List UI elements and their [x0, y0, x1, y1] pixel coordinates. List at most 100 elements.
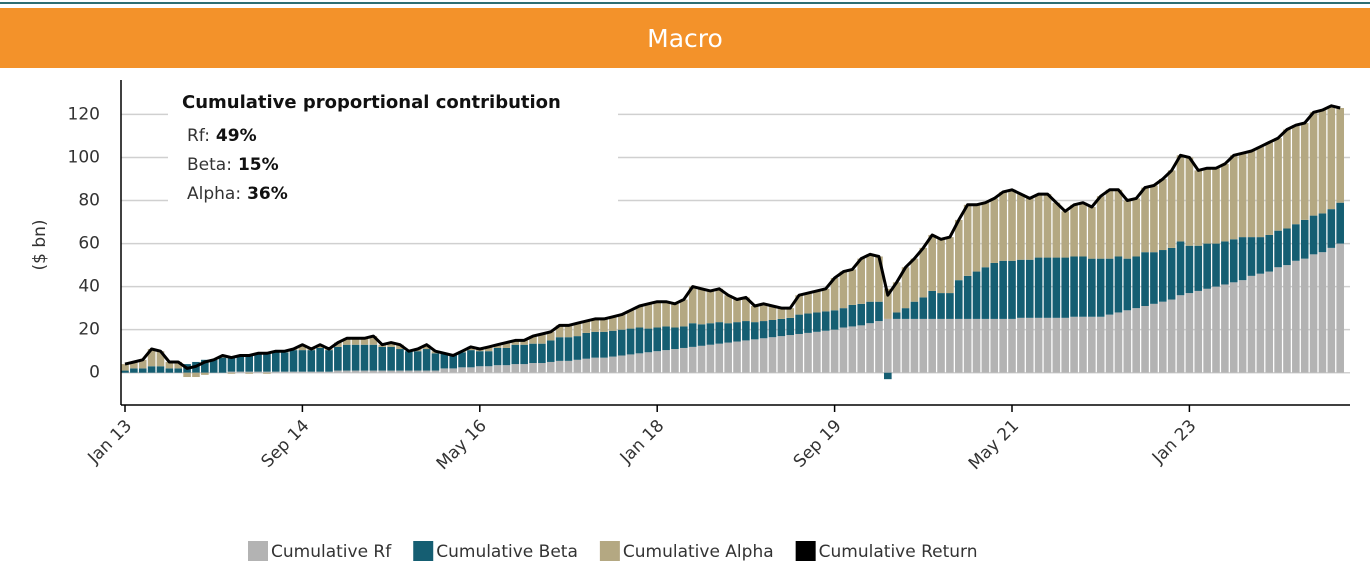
bar: [999, 191, 1007, 261]
bar: [1008, 260, 1016, 319]
bar: [325, 371, 333, 373]
bar: [467, 367, 475, 373]
bar: [813, 331, 821, 373]
bar: [1194, 170, 1203, 246]
bar: [600, 357, 608, 373]
bar: [325, 350, 333, 372]
bar: [555, 360, 564, 373]
bar: [901, 308, 910, 319]
annotation-label: Beta:: [187, 155, 232, 175]
bar: [777, 318, 786, 337]
bar: [351, 344, 360, 371]
bar: [1238, 280, 1247, 373]
bar: [378, 346, 387, 371]
bar: [280, 371, 289, 373]
bar: [839, 327, 848, 373]
bar: [954, 219, 963, 281]
bar: [671, 327, 679, 350]
bar: [493, 365, 502, 373]
bar: [999, 318, 1007, 373]
bar: [484, 351, 493, 367]
y-axis-label: ($ bn): [30, 219, 50, 270]
bar: [626, 354, 635, 373]
bar: [928, 290, 936, 319]
bar: [387, 370, 395, 373]
bar: [937, 318, 945, 373]
bar: [839, 308, 848, 328]
bar: [1309, 215, 1318, 255]
bar: [892, 318, 901, 373]
bar: [830, 310, 839, 330]
bar: [928, 318, 936, 373]
bar: [1309, 254, 1318, 373]
bar: [1034, 317, 1043, 373]
bar: [1247, 275, 1256, 373]
banner: Macro: [0, 8, 1370, 68]
bar: [857, 303, 866, 326]
bar: [245, 372, 253, 374]
bar: [626, 328, 635, 355]
bar: [334, 346, 342, 371]
bar: [786, 308, 795, 318]
bar: [342, 338, 351, 345]
bar: [334, 370, 342, 373]
bar: [307, 371, 316, 373]
bar: [378, 370, 387, 373]
bar: [502, 342, 511, 348]
bar: [999, 260, 1007, 319]
top-rule: [0, 2, 1370, 4]
bar: [671, 349, 679, 373]
bar: [236, 371, 245, 373]
y-tick-label: 60: [78, 234, 100, 254]
bar: [1017, 317, 1025, 373]
bar: [644, 328, 653, 353]
bar: [502, 347, 511, 366]
bar: [520, 344, 528, 365]
legend-swatch: [599, 541, 620, 561]
bar: [138, 359, 147, 369]
bar: [892, 282, 901, 313]
bar: [467, 350, 475, 368]
bar: [963, 204, 972, 276]
bar: [795, 295, 803, 315]
chart-title: Macro: [647, 23, 723, 53]
bar: [165, 361, 174, 369]
bar: [697, 324, 706, 346]
bar: [245, 354, 253, 372]
bar: [884, 288, 892, 319]
bar: [706, 323, 715, 345]
bar: [458, 352, 466, 368]
bar: [555, 325, 564, 338]
bar: [866, 323, 874, 373]
bar: [422, 349, 431, 371]
annotation-item: Alpha: 36%: [187, 184, 288, 204]
bar: [1114, 312, 1123, 373]
bar: [245, 371, 253, 373]
bar: [635, 353, 644, 373]
bar: [564, 337, 573, 361]
bar: [591, 318, 599, 332]
bar: [156, 351, 165, 367]
y-tick-label: 100: [68, 147, 100, 167]
bar: [334, 342, 342, 347]
bar: [715, 322, 724, 344]
bar: [875, 321, 883, 373]
bar: [1034, 194, 1043, 258]
bar: [1221, 284, 1229, 373]
bar: [821, 330, 830, 373]
bar: [946, 293, 954, 319]
annotation-label: Rf:: [187, 126, 210, 146]
bar: [431, 353, 440, 371]
bar: [1176, 295, 1185, 373]
bar: [937, 293, 945, 319]
bar: [1203, 288, 1211, 373]
bar: [910, 301, 919, 319]
bar: [1105, 314, 1114, 373]
legend-label: Cumulative Rf: [271, 542, 392, 562]
bar: [866, 301, 874, 324]
legend-label: Cumulative Beta: [436, 542, 578, 562]
bar: [1336, 202, 1344, 244]
bar: [688, 346, 697, 373]
bar: [892, 312, 901, 319]
bar: [582, 321, 591, 333]
